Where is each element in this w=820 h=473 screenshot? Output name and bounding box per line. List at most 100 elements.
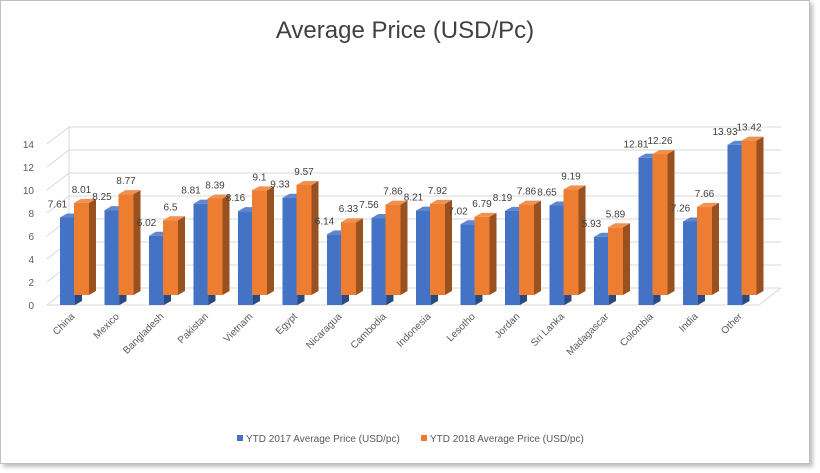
bar-side [445,199,452,295]
category-label: Lesotho [445,311,478,344]
chart-plot: 0 2 4 6 8 10 12 14 7.61 8.01 China 8.25 8.77 Mexico 6.… [23,123,782,445]
bar [460,224,476,305]
bar-top [652,150,675,155]
bar-side [667,150,675,295]
data-label: 7.56 [359,200,379,211]
bar [207,198,223,295]
y-tick-label: 8 [28,209,34,220]
bar [371,218,387,305]
y-tick-label: 0 [28,301,34,312]
data-label: 7.66 [695,189,715,200]
category-label: Nicaragua [304,311,344,351]
data-label: 8.01 [72,185,92,196]
bar [505,210,520,305]
bar-top [697,202,719,207]
data-label: 8.39 [205,181,225,192]
y-tick-label: 14 [23,140,35,151]
legend-swatch [237,435,243,441]
category-label: India [677,311,700,334]
bar-side [89,198,96,295]
data-label: 6.79 [472,199,492,210]
side-gridline [46,195,70,214]
bar [697,206,712,295]
category-label: Cambodia [349,311,389,351]
bar-side [756,136,764,295]
bar-side [400,200,408,295]
bar-side [133,190,141,295]
category-label: Sri Lanka [529,311,567,349]
y-tick-label: 6 [28,232,34,243]
data-label: 9.19 [561,171,581,182]
legend-swatch [421,435,427,441]
bar-side [534,200,541,295]
bar [416,210,431,305]
legend-label: YTD 2018 Average Price (USD/pc) [430,434,584,445]
category-label: Vietnam [222,311,256,345]
bar [282,197,298,305]
data-label: 8.19 [493,193,513,204]
data-label: 7.61 [48,199,68,210]
data-label: 13.42 [736,123,761,134]
bar-top [519,200,541,205]
bar-top [296,180,319,185]
bar-side [267,186,274,295]
bar-side [311,180,319,295]
data-label: 8.16 [226,193,246,204]
bar-top [563,185,586,190]
bar-top [385,200,408,205]
data-label: 12.26 [647,136,672,147]
bar [149,235,164,305]
data-label: 7.86 [383,187,403,198]
bar [252,190,267,295]
bar [296,184,312,295]
data-label: 13.93 [712,127,737,138]
category-label: Jordan [493,311,522,340]
data-label: 8.21 [404,193,424,204]
bar [652,154,668,295]
bar-side [222,194,230,295]
bar [327,234,342,305]
data-label: 12.81 [623,140,648,151]
bar-side [356,218,363,295]
y-tick-label: 4 [28,255,34,266]
floor-right-edge [758,287,782,306]
data-label: 9.57 [294,167,314,178]
bar [563,189,579,295]
category-label: Indonesia [395,311,434,350]
bar-top [163,216,185,221]
bar-top [608,223,630,228]
bar [430,203,445,295]
data-label: 8.81 [181,186,201,197]
bar [474,216,490,295]
bar-top [474,212,497,217]
bar [163,220,178,295]
bar [341,222,356,295]
category-label: Mexico [92,311,122,341]
bar [727,144,743,305]
bar [741,140,757,295]
bar-top [118,190,141,195]
side-gridline [46,149,70,168]
data-label: 8.25 [92,192,112,203]
bar [74,202,89,295]
bar-side [178,216,185,295]
bar [60,217,75,305]
y-tick-label: 10 [23,186,35,197]
bar-top [341,218,363,223]
data-label: 5.89 [606,209,626,220]
y-tick-label: 2 [28,278,34,289]
bar-top [74,198,96,203]
data-label: 6.5 [164,202,178,213]
category-label: China [51,311,78,338]
data-label: 8.65 [537,188,557,199]
bar-side [489,212,497,295]
category-label: Colombia [618,311,656,349]
bar-top [207,194,230,199]
bar [104,210,120,305]
data-label: 6.14 [315,216,335,227]
category-label: Other [719,311,745,337]
data-label: 7.02 [448,206,468,217]
bar-side [578,185,586,295]
side-gridline [46,172,70,191]
side-gridline [46,126,70,145]
